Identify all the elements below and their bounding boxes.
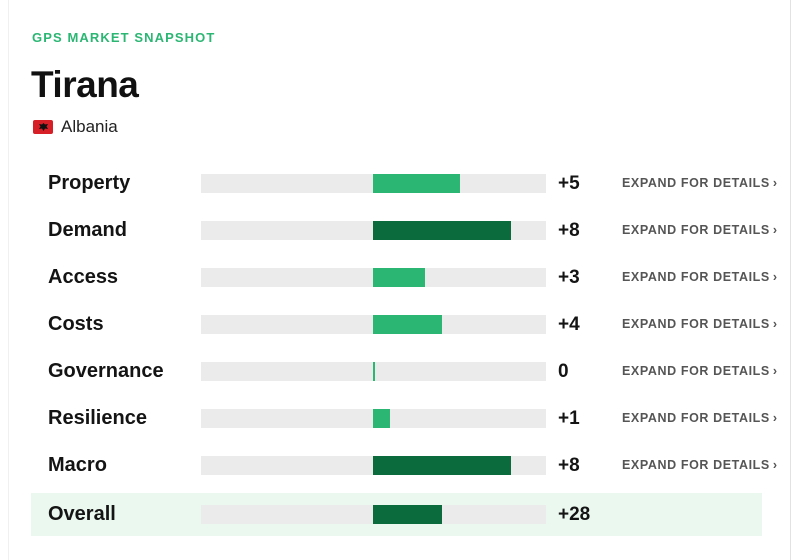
chevron-right-icon: ›	[772, 223, 778, 237]
expand-details-link[interactable]: EXPAND FOR DETAILS ›	[622, 395, 778, 442]
metric-row-governance[interactable]: Governance 0 EXPAND FOR DETAILS ›	[31, 348, 777, 395]
expand-details-label: EXPAND FOR DETAILS	[622, 364, 770, 378]
score-value: +8	[558, 455, 580, 476]
score-value: 0	[558, 361, 569, 382]
expand-details-link[interactable]: EXPAND FOR DETAILS ›	[622, 207, 778, 254]
score-bar	[201, 456, 546, 475]
section-kicker: GPS MARKET SNAPSHOT	[32, 30, 216, 45]
chevron-right-icon: ›	[772, 317, 778, 331]
country-line: Albania	[33, 116, 118, 138]
expand-details-label: EXPAND FOR DETAILS	[622, 223, 770, 237]
score-bar	[201, 362, 546, 381]
overall-score-bar	[201, 505, 546, 524]
metric-label: Demand	[48, 219, 127, 241]
overall-label: Overall	[48, 503, 116, 525]
metric-row-costs[interactable]: Costs +4 EXPAND FOR DETAILS ›	[31, 301, 777, 348]
expand-details-link[interactable]: EXPAND FOR DETAILS ›	[622, 254, 778, 301]
chevron-right-icon: ›	[772, 364, 778, 378]
overall-score-value: +28	[558, 504, 591, 525]
chevron-right-icon: ›	[772, 411, 778, 425]
metric-row-macro[interactable]: Macro +8 EXPAND FOR DETAILS ›	[31, 442, 777, 489]
score-value: +5	[558, 173, 580, 194]
score-fill	[373, 456, 511, 475]
score-fill	[373, 315, 442, 334]
score-fill	[373, 362, 375, 381]
score-bar	[201, 174, 546, 193]
expand-details-label: EXPAND FOR DETAILS	[622, 270, 770, 284]
country-name: Albania	[61, 117, 118, 136]
expand-details-label: EXPAND FOR DETAILS	[622, 458, 770, 472]
score-bar	[201, 221, 546, 240]
metric-label: Governance	[48, 360, 164, 382]
city-title: Tirana	[31, 64, 139, 105]
score-value: +3	[558, 267, 580, 288]
expand-details-label: EXPAND FOR DETAILS	[622, 176, 770, 190]
overall-row: Overall +28	[31, 493, 762, 536]
score-fill	[373, 268, 425, 287]
albania-flag-icon	[33, 120, 53, 134]
expand-details-link[interactable]: EXPAND FOR DETAILS ›	[622, 348, 778, 395]
score-bar	[201, 315, 546, 334]
metric-row-resilience[interactable]: Resilience +1 EXPAND FOR DETAILS ›	[31, 395, 777, 442]
score-value: +4	[558, 314, 580, 335]
chevron-right-icon: ›	[772, 458, 778, 472]
score-fill	[373, 221, 511, 240]
score-fill	[373, 174, 460, 193]
metric-label: Access	[48, 266, 119, 288]
expand-details-label: EXPAND FOR DETAILS	[622, 317, 770, 331]
expand-details-link[interactable]: EXPAND FOR DETAILS ›	[622, 160, 778, 207]
metrics-list: Property +5 EXPAND FOR DETAILS › Demand +8 EXP…	[31, 160, 777, 536]
expand-details-link[interactable]: EXPAND FOR DETAILS ›	[622, 301, 778, 348]
metric-row-property[interactable]: Property +5 EXPAND FOR DETAILS ›	[31, 160, 777, 207]
score-fill	[373, 409, 390, 428]
metric-row-demand[interactable]: Demand +8 EXPAND FOR DETAILS ›	[31, 207, 777, 254]
metric-label: Costs	[48, 313, 104, 335]
score-bar	[201, 409, 546, 428]
metric-label: Macro	[48, 454, 107, 476]
expand-details-label: EXPAND FOR DETAILS	[622, 411, 770, 425]
score-value: +1	[558, 408, 580, 429]
metric-row-access[interactable]: Access +3 EXPAND FOR DETAILS ›	[31, 254, 777, 301]
score-bar	[201, 268, 546, 287]
expand-details-link[interactable]: EXPAND FOR DETAILS ›	[622, 442, 778, 489]
metric-label: Property	[48, 172, 131, 194]
score-value: +8	[558, 220, 580, 241]
market-snapshot-card: GPS MARKET SNAPSHOT Tirana Albania Prope…	[8, 0, 791, 560]
chevron-right-icon: ›	[772, 176, 778, 190]
chevron-right-icon: ›	[772, 270, 778, 284]
metric-label: Resilience	[48, 407, 147, 429]
overall-score-fill	[373, 505, 442, 524]
